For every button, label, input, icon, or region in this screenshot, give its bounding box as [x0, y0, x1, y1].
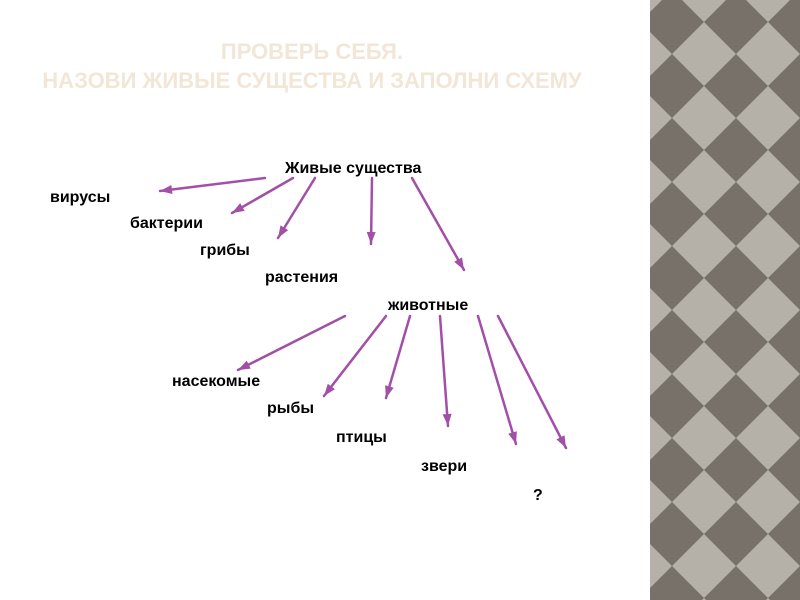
node-plants: растения [265, 269, 338, 287]
sidebar-pattern [650, 0, 800, 600]
node-bacteria: бактерии [130, 215, 203, 233]
node-animals: животные [388, 297, 468, 315]
node-beasts: звери [421, 458, 467, 476]
node-insects: насекомые [172, 373, 260, 391]
node-viruses: вирусы [50, 189, 110, 207]
node-unknown: ? [533, 487, 543, 505]
title-line-2: НАЗОВИ ЖИВЫЕ СУЩЕСТВА И ЗАПОЛНИ СХЕМУ [0, 67, 624, 96]
node-fungi: грибы [200, 242, 250, 260]
node-fish: рыбы [267, 400, 314, 418]
slide-title: ПРОВЕРЬ СЕБЯ. НАЗОВИ ЖИВЫЕ СУЩЕСТВА И ЗА… [0, 38, 624, 95]
node-root: Живые существа [285, 160, 421, 178]
node-birds: птицы [336, 429, 387, 447]
title-line-1: ПРОВЕРЬ СЕБЯ. [0, 38, 624, 67]
